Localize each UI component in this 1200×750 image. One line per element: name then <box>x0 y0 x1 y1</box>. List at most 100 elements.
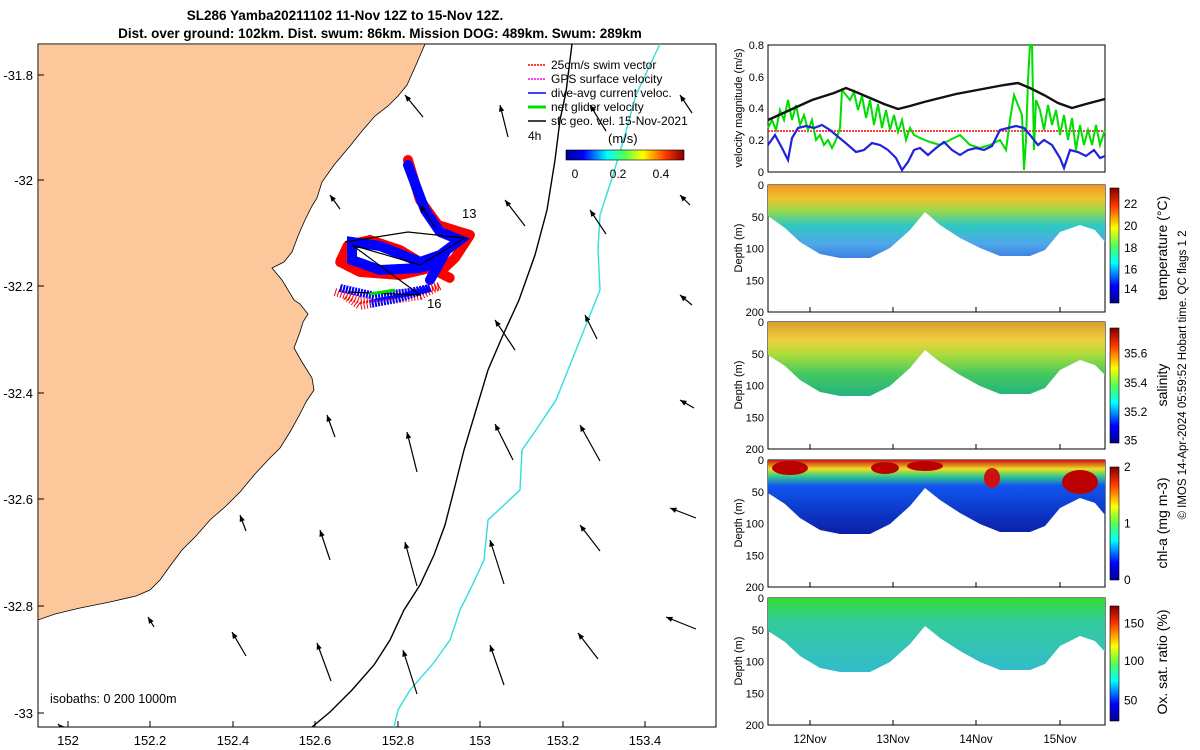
sections <box>767 184 1106 726</box>
geo-arrow <box>404 541 418 587</box>
lon-tick-label: 152 <box>57 733 79 748</box>
lon-tick-label: 152.6 <box>299 733 332 748</box>
speed-colorbar <box>565 149 685 161</box>
geo-arrow <box>316 642 332 682</box>
salinity-panel <box>767 321 1106 450</box>
lat-tick-label: -31.8 <box>3 68 33 83</box>
colorbar-tick-1: 0.2 <box>610 167 627 181</box>
depth-tick-label: 100 <box>746 657 764 669</box>
isobath-200 <box>311 44 573 727</box>
colorbar-tick-label: 18 <box>1124 241 1138 255</box>
depth-tick-label: 200 <box>746 444 764 456</box>
geo-arrow-head <box>578 633 585 640</box>
geo-arrow-head <box>402 650 408 657</box>
geo-arrow-head <box>580 525 587 532</box>
scale-label: 4h <box>528 129 541 143</box>
geo-arrow-head <box>680 400 687 406</box>
geo-arrow-head <box>505 200 512 207</box>
salinity-colorbar <box>1109 327 1120 444</box>
lat-tick-label: -32 <box>14 173 33 188</box>
depth-ylabel: Depth (m) <box>733 637 745 686</box>
velocity-panel <box>767 44 1106 173</box>
map-title-line2: Dist. over ground: 102km. Dist. swum: 86… <box>118 26 642 41</box>
velocity-ylabel: velocity magnitude (m/s) <box>733 48 745 167</box>
salinity-field <box>768 322 1105 396</box>
chlorophyll-field <box>768 460 1105 534</box>
time-tick-label: 15Nov <box>1043 734 1076 746</box>
colorbar-tick-label: 35.4 <box>1124 376 1148 390</box>
lon-tick-label: 153.2 <box>547 733 580 748</box>
geo-arrow-head <box>665 727 672 732</box>
geo-arrow-head <box>316 643 322 650</box>
day-label-13: 13 <box>462 206 476 221</box>
depth-tick-label: 50 <box>752 349 764 361</box>
colorbar-tick-label: 22 <box>1124 197 1138 211</box>
depth-tick-label: 150 <box>746 688 764 700</box>
depth-tick-label: 200 <box>746 307 764 319</box>
glider-track <box>333 155 478 311</box>
lon-tick-label: 152.8 <box>382 733 415 748</box>
depth-tick-label: 100 <box>746 381 764 393</box>
velocity-tick-label: 0.6 <box>749 72 764 84</box>
depth-tick-label: 100 <box>746 244 764 256</box>
map-panel: 13 16 25cm/s swim vector GPS surface vel… <box>3 43 717 748</box>
velocity-frame <box>767 44 1106 173</box>
lon-tick-label: 152.2 <box>134 733 167 748</box>
lon-tick-label: 153.4 <box>629 733 662 748</box>
geo-arrow <box>494 423 514 461</box>
colorbar-tick-label: 35.2 <box>1124 405 1148 419</box>
geo-arrow-head <box>405 95 412 102</box>
depth-tick-label: 150 <box>746 550 764 562</box>
copyright-stamp: © IMOS 14-Apr-2024 05:59:52 Hobart time.… <box>1177 230 1189 519</box>
depth-tick-label: 0 <box>758 593 764 605</box>
depth-ylabel: Depth (m) <box>733 224 745 273</box>
temperature-field <box>768 185 1105 258</box>
colorbar-tick-label: 1 <box>1124 517 1131 531</box>
map-title-line1: SL286 Yamba20211102 11-Nov 12Z to 15-Nov… <box>186 8 504 23</box>
depth-tick-label: 0 <box>758 455 764 467</box>
geo-arrow-head <box>580 727 586 734</box>
colorbar-tick-label: 16 <box>1124 263 1138 277</box>
temperature-cbar-label: temperature (°C) <box>1154 196 1170 300</box>
legend-label-swim: 25cm/s swim vector <box>551 58 656 72</box>
salinity-cbar-label: salinity <box>1154 364 1170 407</box>
dive-avg-speed-line <box>767 81 1106 122</box>
geo-arrow-head <box>590 210 596 217</box>
geo-arrow-head <box>420 205 426 212</box>
geo-arrow-head <box>580 425 586 432</box>
oxygen-cbar-label: Ox. sat. ratio (%) <box>1154 609 1170 714</box>
legend-label-dive: dive-avg current veloc. <box>551 86 672 100</box>
velocity-tick-label: 0.4 <box>749 103 764 115</box>
colorbar-tick-label: 2 <box>1124 460 1131 474</box>
geo-arrow-head <box>330 195 336 202</box>
colorbar-tick-label: 35.6 <box>1124 346 1148 360</box>
depth-tick-label: 50 <box>752 487 764 499</box>
chlorophyll-colorbar <box>1109 466 1120 581</box>
geo-arrow <box>665 726 667 727</box>
depth-tick-label: 0 <box>758 317 764 329</box>
temperature-panel <box>767 184 1106 313</box>
depth-tick-label: 200 <box>746 582 764 594</box>
geo-arrow <box>489 644 505 686</box>
colorbar-tick-label: 100 <box>1124 654 1144 668</box>
oxygen-colorbar <box>1109 605 1120 722</box>
depth-tick-label: 150 <box>746 412 764 424</box>
depth-tick-label: 150 <box>746 275 764 287</box>
temperature-colorbar <box>1109 187 1120 304</box>
geo-arrow-head <box>590 105 596 112</box>
geo-arrow-head <box>498 105 505 112</box>
legend-label-net: net glider velocity <box>551 100 644 114</box>
map-legend: 25cm/s swim vector GPS surface velocity … <box>528 58 688 181</box>
geo-arrow-head <box>495 424 501 431</box>
isobath-1000 <box>393 44 661 727</box>
geo-arrow <box>402 649 418 695</box>
geo-arrow-head <box>670 507 677 513</box>
time-tick-label: 12Nov <box>793 734 826 746</box>
velocity-tick-label: 0 <box>758 167 764 179</box>
current-velocity-line <box>767 123 1106 173</box>
lat-tick-label: -32.4 <box>3 386 33 401</box>
land-mass <box>38 44 426 621</box>
chlorophyll-cbar-label: chl-a (mg m-3) <box>1154 477 1170 568</box>
oxygen-field <box>768 598 1105 672</box>
lat-tick-label: -32.2 <box>3 279 33 294</box>
